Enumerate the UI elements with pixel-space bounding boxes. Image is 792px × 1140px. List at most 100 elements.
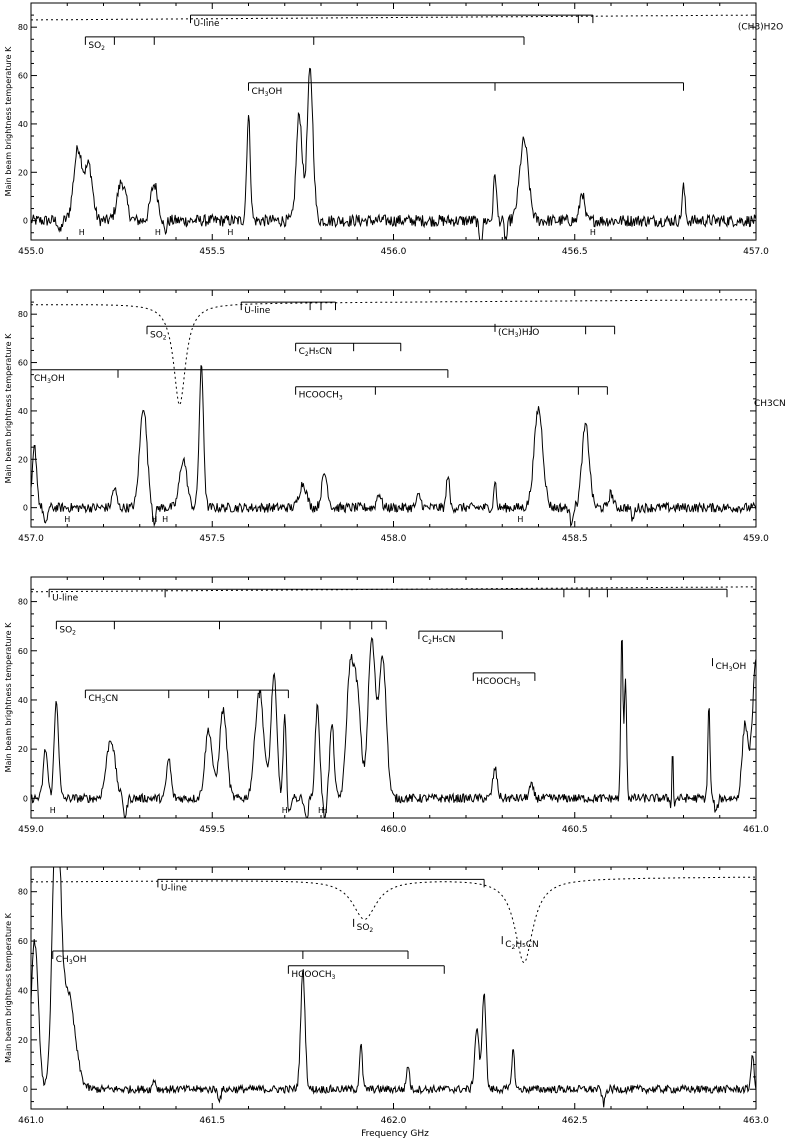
model-dotted-curve xyxy=(30,586,756,593)
y-axis-label: Main beam brightness temperature K xyxy=(4,622,13,772)
y-axis-label: Main beam brightness temperature K xyxy=(4,333,13,483)
h-mark: H xyxy=(50,806,56,815)
x-tick-label: 456.5 xyxy=(562,247,588,257)
x-tick-label: 460.5 xyxy=(562,825,588,835)
ladder-label: U-line xyxy=(161,883,188,893)
x-tick-label: 457.0 xyxy=(743,247,769,257)
plot-frame xyxy=(30,2,757,241)
ladder-label: C2H₅CN xyxy=(422,635,456,646)
y-tick-label: 40 xyxy=(18,696,28,705)
ladder-so2: SO2 xyxy=(353,918,374,934)
ladder-label: (CH3)H₂O xyxy=(498,328,539,339)
x-tick-label: 461.0 xyxy=(18,1116,44,1126)
plot-frame xyxy=(30,866,757,1110)
ladder-label: CH3CN xyxy=(88,694,118,705)
x-tick-label: 455.5 xyxy=(199,247,225,257)
y-tick-label: 80 xyxy=(18,310,28,319)
y-tick-label: 60 xyxy=(18,359,28,368)
ladder-hcooch3: HCOOCH3 xyxy=(295,386,608,402)
ladder-u-line: U-line xyxy=(48,588,728,603)
x-tick-label: 461.0 xyxy=(743,825,769,835)
ladder-label: SO2 xyxy=(59,625,76,636)
ladder-label: C2H₅CN xyxy=(299,347,333,358)
panel-2: 457.0 457.5 458.0 458.5 459.0 0 20 40 60 80 Main b… xyxy=(4,289,786,544)
spectrum-line xyxy=(30,866,757,1108)
y-tick-label: 80 xyxy=(18,888,28,897)
ladder-label: U-line xyxy=(52,593,79,603)
plot-frame xyxy=(30,576,757,819)
h-mark: H xyxy=(590,228,596,237)
x-tick-label: 463.0 xyxy=(743,1116,769,1126)
y-tick-label: 80 xyxy=(18,598,28,607)
x-tick-label: 457.5 xyxy=(199,534,225,544)
x-tick-label: 458.0 xyxy=(381,534,407,544)
x-tick-label: 462.0 xyxy=(381,1116,407,1126)
model-dotted-curve xyxy=(31,14,756,21)
h-mark: H xyxy=(227,228,233,237)
ladder-c2h5cn: C2H₅CN xyxy=(418,630,503,646)
ladder-ch3oh: CH3OH xyxy=(52,950,409,966)
x-tick-label: 461.5 xyxy=(199,1116,225,1126)
ladder-label: CH3OH xyxy=(716,662,747,673)
ladder-hcooch3: HCOOCH3 xyxy=(287,965,445,981)
ladder--ch3-h2o: (CH3)H₂O xyxy=(494,323,539,339)
ladder-label: U-line xyxy=(244,306,271,316)
ladder-label: HCOOCH3 xyxy=(291,970,335,981)
y-tick-label: 20 xyxy=(18,455,28,464)
x-tick-label: 462.5 xyxy=(562,1116,588,1126)
x-tick-label: 459.5 xyxy=(199,825,225,835)
h-mark: H xyxy=(318,806,324,815)
x-tick-label: 459.0 xyxy=(743,534,769,544)
ladder-label: U-line xyxy=(194,19,221,29)
x-axis-label: Frequency GHz xyxy=(361,1129,429,1139)
ladder-c2h5cn: C2H₅CN xyxy=(295,342,402,358)
y-tick-label: 60 xyxy=(18,72,28,81)
y-tick-label: 0 xyxy=(23,504,28,513)
plot-frame xyxy=(30,289,757,528)
h-mark: H xyxy=(155,228,161,237)
ladder-so2: SO2 xyxy=(84,36,525,52)
y-tick-label: 80 xyxy=(18,23,28,32)
spectrum-line xyxy=(30,636,757,819)
ladder-ch3oh: CH3OH xyxy=(30,369,449,385)
h-mark: H xyxy=(322,806,328,815)
ladder-u-line: U-line xyxy=(190,14,594,29)
y-tick-label: 0 xyxy=(23,794,28,803)
ladder-so2: SO2 xyxy=(55,620,387,636)
ladder-label: HCOOCH3 xyxy=(299,391,343,402)
spectrum-line xyxy=(30,67,757,241)
ladder-label: CH3OH xyxy=(34,374,65,385)
model-dotted-curve xyxy=(31,876,756,964)
spectrum-panels: 455.0 455.5 456.0 456.5 457.0 0 20 40 60 80 Main b… xyxy=(4,2,786,1126)
spectrum-line xyxy=(30,365,757,528)
ladder-ch3oh: CH3OH xyxy=(248,82,684,98)
y-tick-label: 40 xyxy=(18,120,28,129)
h-mark: H xyxy=(282,806,288,815)
side-label: (CH3)H2O xyxy=(738,23,783,33)
ladder-label: C2H₅CN xyxy=(505,940,539,951)
h-mark: H xyxy=(79,228,85,237)
x-tick-label: 455.0 xyxy=(18,247,44,257)
y-tick-label: 60 xyxy=(18,647,28,656)
ladder-label: SO2 xyxy=(357,923,374,934)
model-dotted-curve xyxy=(30,299,756,407)
ladder-label: HCOOCH3 xyxy=(476,677,520,688)
ladder-u-line: U-line xyxy=(240,301,336,316)
y-tick-label: 40 xyxy=(18,986,28,995)
x-tick-label: 458.5 xyxy=(562,534,588,544)
ladder-ch3oh: CH3OH xyxy=(712,658,747,673)
y-tick-label: 20 xyxy=(18,168,28,177)
h-mark: H xyxy=(517,515,523,524)
panel-3: 459.0 459.5 460.0 460.5 461.0 0 20 40 60 80 Main b… xyxy=(4,576,769,835)
ladder-c2h5cn: C2H₅CN xyxy=(501,936,539,951)
h-mark: H xyxy=(162,515,168,524)
panel-1: 455.0 455.5 456.0 456.5 457.0 0 20 40 60 80 Main b… xyxy=(4,2,783,257)
ladder-label: SO2 xyxy=(150,330,167,341)
y-tick-label: 0 xyxy=(23,1085,28,1094)
x-tick-label: 460.0 xyxy=(381,825,407,835)
h-mark: H xyxy=(151,515,157,524)
y-tick-label: 60 xyxy=(18,937,28,946)
ladder-ch3cn: CH3CN xyxy=(84,689,289,705)
ladder-label: SO2 xyxy=(88,41,105,52)
